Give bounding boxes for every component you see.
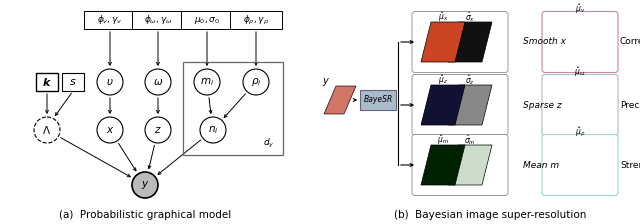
Text: $\Lambda$: $\Lambda$ xyxy=(42,124,51,136)
Polygon shape xyxy=(421,22,465,62)
Text: $d_y$: $d_y$ xyxy=(264,137,275,150)
Polygon shape xyxy=(448,145,492,185)
FancyBboxPatch shape xyxy=(62,73,84,91)
Text: $x$: $x$ xyxy=(106,125,115,135)
Ellipse shape xyxy=(200,117,226,143)
Text: $\breve{\mu}_m$: $\breve{\mu}_m$ xyxy=(437,133,449,147)
FancyBboxPatch shape xyxy=(542,11,618,73)
Text: $\breve{\mu}_v$: $\breve{\mu}_v$ xyxy=(575,3,585,16)
Text: $\rho_i$: $\rho_i$ xyxy=(251,76,261,88)
FancyBboxPatch shape xyxy=(36,73,58,91)
Polygon shape xyxy=(421,85,465,125)
Polygon shape xyxy=(324,86,356,114)
FancyBboxPatch shape xyxy=(230,11,282,29)
Polygon shape xyxy=(448,85,492,125)
Polygon shape xyxy=(421,145,465,185)
Text: $\phi_v, \gamma_v$: $\phi_v, \gamma_v$ xyxy=(97,13,123,26)
FancyBboxPatch shape xyxy=(412,134,508,196)
FancyBboxPatch shape xyxy=(181,11,233,29)
Text: $m_i$: $m_i$ xyxy=(200,76,214,88)
Text: $\breve{\mu}_x$: $\breve{\mu}_x$ xyxy=(438,10,448,24)
FancyBboxPatch shape xyxy=(84,11,136,29)
FancyBboxPatch shape xyxy=(412,11,508,73)
Ellipse shape xyxy=(145,69,171,95)
Ellipse shape xyxy=(194,69,220,95)
Text: $\breve{\mu}_\omega$: $\breve{\mu}_\omega$ xyxy=(574,66,586,79)
Text: $z$: $z$ xyxy=(154,125,162,135)
Ellipse shape xyxy=(132,172,158,198)
Text: $n_i$: $n_i$ xyxy=(208,124,218,136)
Ellipse shape xyxy=(145,117,171,143)
Text: $\upsilon$: $\upsilon$ xyxy=(106,77,114,87)
Text: $\breve{\mu}_\rho$: $\breve{\mu}_\rho$ xyxy=(575,126,585,139)
Ellipse shape xyxy=(243,69,269,95)
Text: $\hat{\sigma}_x$: $\hat{\sigma}_x$ xyxy=(465,10,475,24)
Text: Strength: Strength xyxy=(620,161,640,170)
Text: Sparse z: Sparse z xyxy=(523,101,562,110)
Text: Precision: Precision xyxy=(620,101,640,110)
FancyBboxPatch shape xyxy=(132,11,184,29)
Text: $y$: $y$ xyxy=(141,179,149,191)
Text: $\phi_\rho, \gamma_\rho$: $\phi_\rho, \gamma_\rho$ xyxy=(243,13,269,27)
Text: Correlation: Correlation xyxy=(620,37,640,47)
Text: $\mu_0, \sigma_0$: $\mu_0, \sigma_0$ xyxy=(194,15,220,26)
FancyBboxPatch shape xyxy=(360,90,396,110)
Text: $\breve{\mu}_z$: $\breve{\mu}_z$ xyxy=(438,73,448,87)
Ellipse shape xyxy=(97,117,123,143)
Text: $\hat{\sigma}_z$: $\hat{\sigma}_z$ xyxy=(465,73,475,87)
Text: Smooth x: Smooth x xyxy=(523,37,566,47)
Text: $y$: $y$ xyxy=(322,76,330,88)
Text: $\omega$: $\omega$ xyxy=(153,77,163,87)
Text: BayeSR: BayeSR xyxy=(364,95,392,105)
Ellipse shape xyxy=(34,117,60,143)
Ellipse shape xyxy=(97,69,123,95)
FancyBboxPatch shape xyxy=(542,75,618,136)
Text: $\phi_\omega, \gamma_\omega$: $\phi_\omega, \gamma_\omega$ xyxy=(144,13,172,26)
Text: (b)  Bayesian image super-resolution: (b) Bayesian image super-resolution xyxy=(394,210,586,220)
Text: (a)  Probabilistic graphical model: (a) Probabilistic graphical model xyxy=(59,210,231,220)
Text: $\hat{\sigma}_m$: $\hat{\sigma}_m$ xyxy=(464,133,476,147)
Text: $\boldsymbol{k}$: $\boldsymbol{k}$ xyxy=(42,76,52,88)
Text: $s$: $s$ xyxy=(69,77,77,87)
FancyBboxPatch shape xyxy=(542,134,618,196)
FancyBboxPatch shape xyxy=(412,75,508,136)
Text: Mean m: Mean m xyxy=(523,161,559,170)
Polygon shape xyxy=(448,22,492,62)
